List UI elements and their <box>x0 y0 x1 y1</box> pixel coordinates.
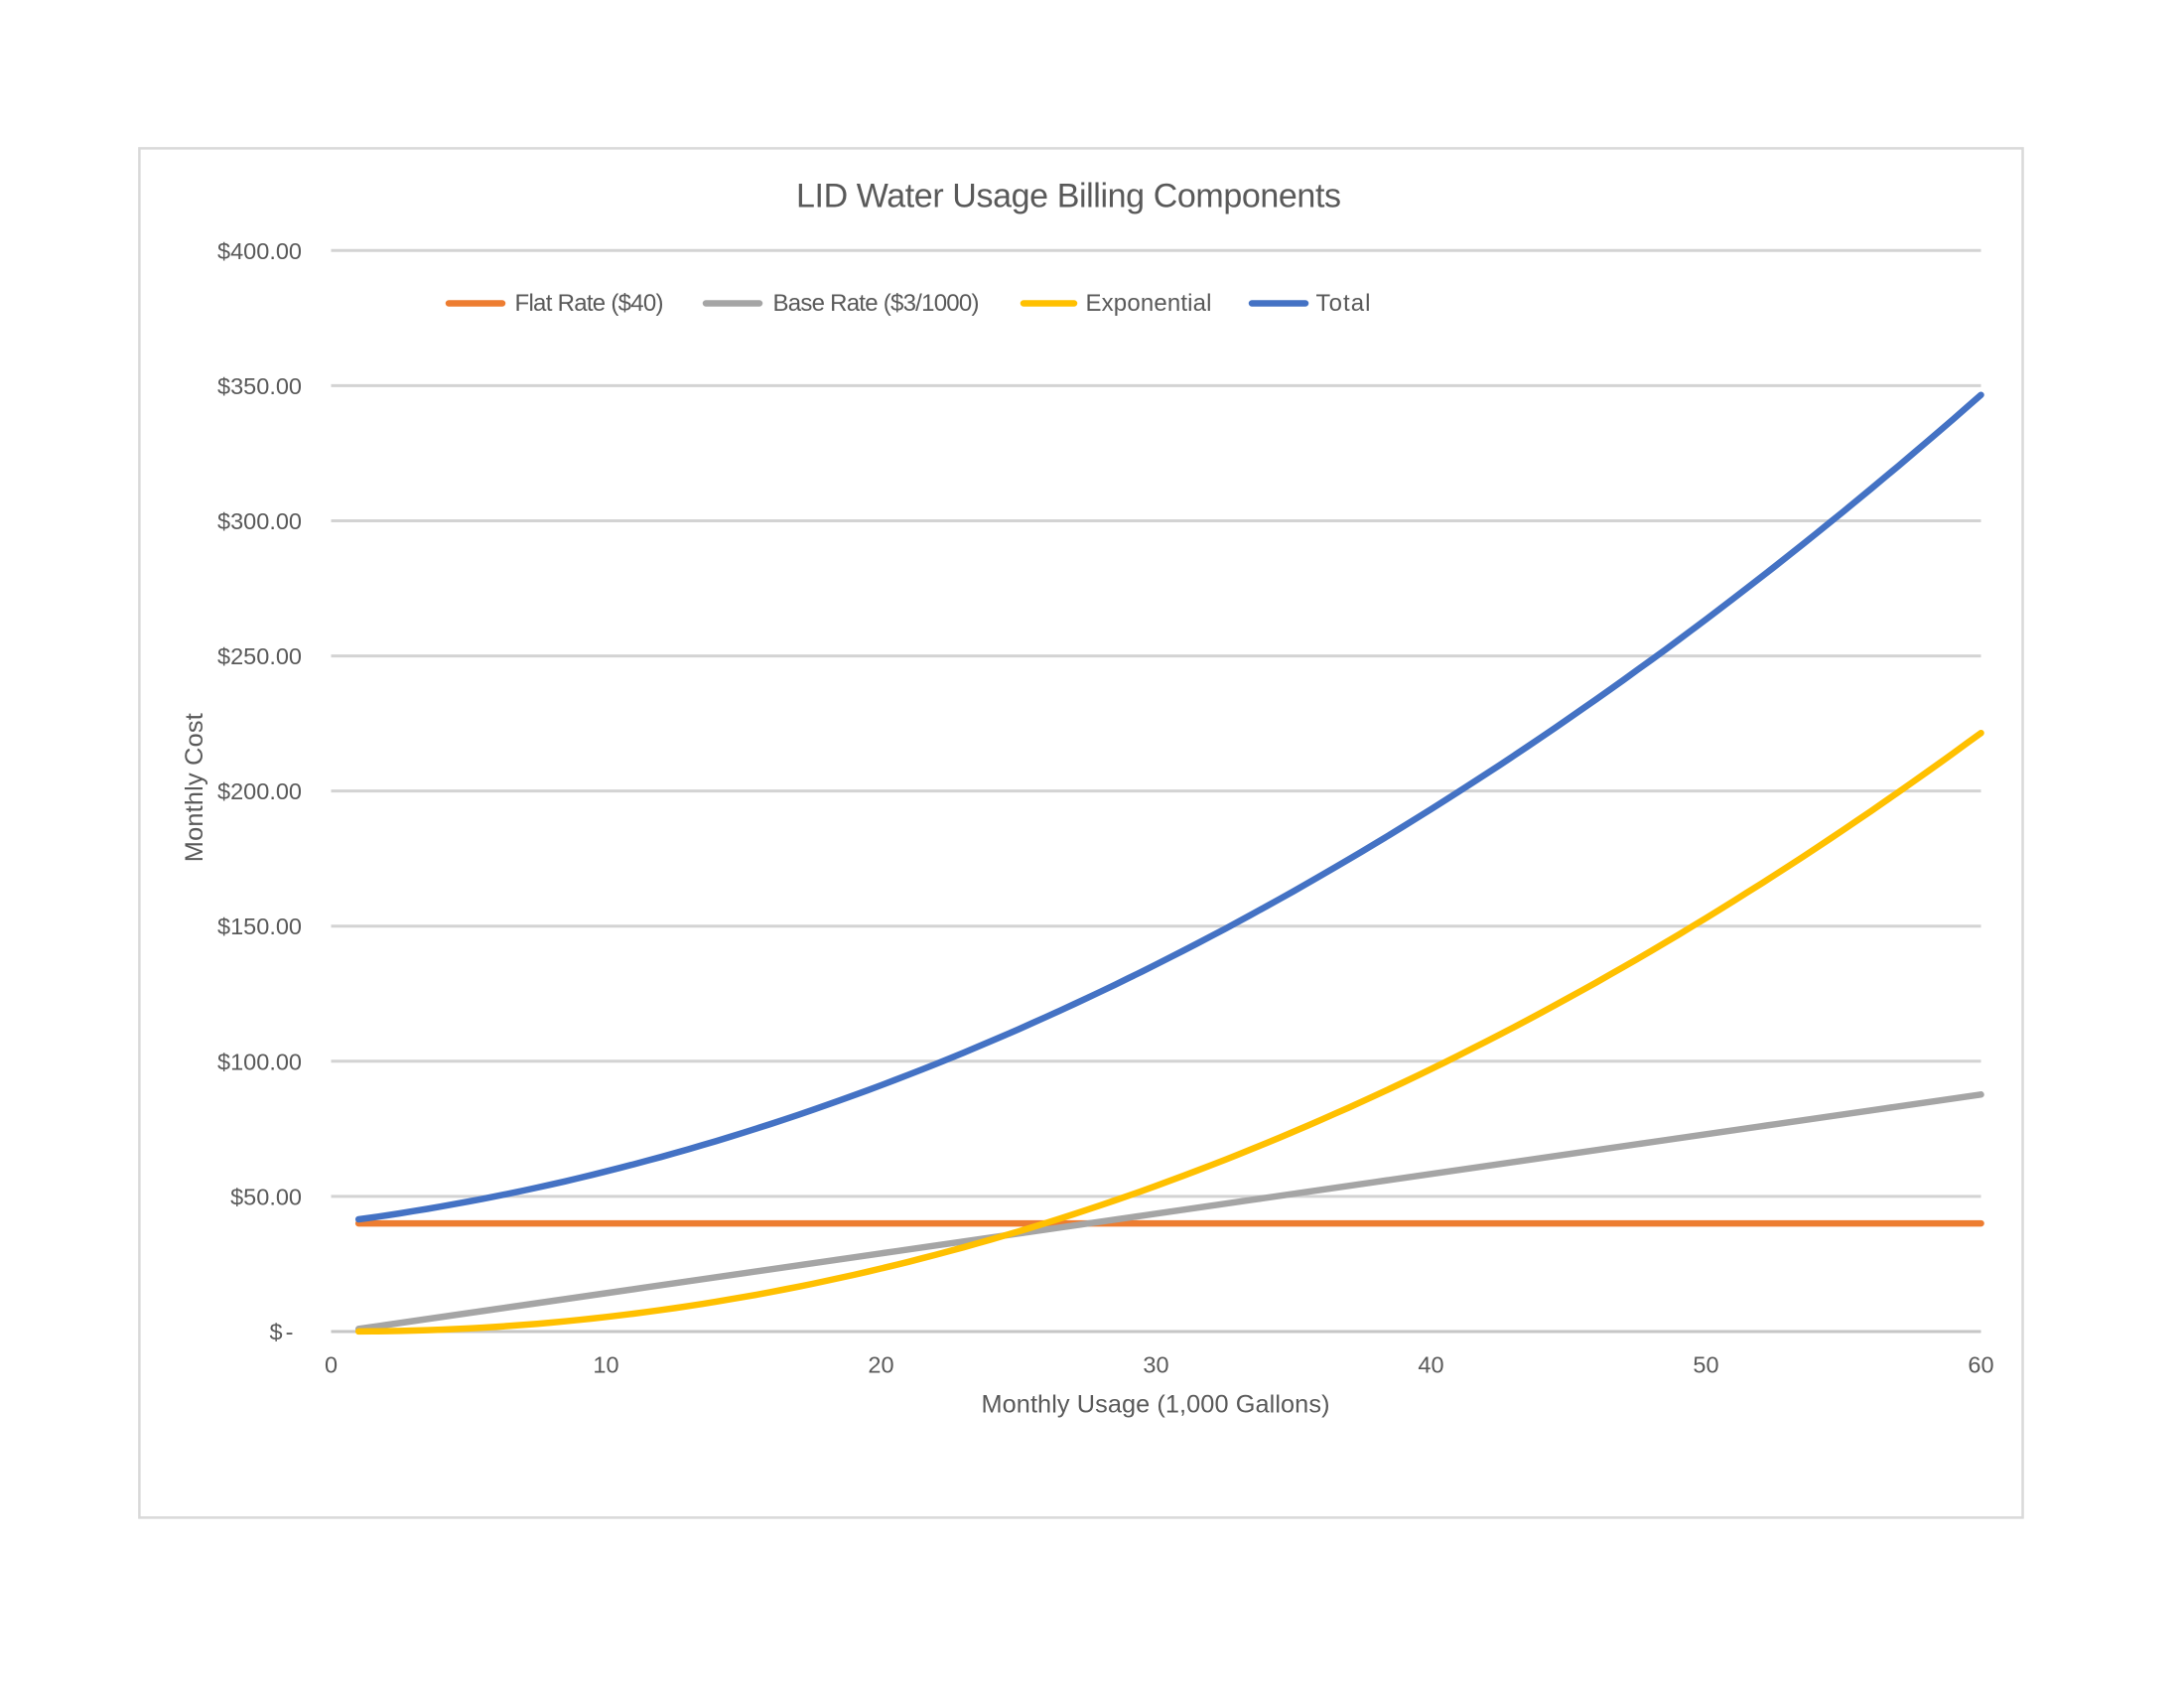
svg-text:$250.00: $250.00 <box>217 643 302 669</box>
svg-text:$150.00: $150.00 <box>217 914 302 939</box>
svg-text:Monthly Usage (1,000 Gallons): Monthly Usage (1,000 Gallons) <box>982 1391 1330 1419</box>
svg-text:$200.00: $200.00 <box>217 778 302 804</box>
svg-text:$50.00: $50.00 <box>230 1184 302 1209</box>
svg-text:Flat Rate ($40): Flat Rate ($40) <box>515 290 664 317</box>
svg-text:60: 60 <box>1968 1352 1993 1378</box>
svg-text:Monthly Cost: Monthly Cost <box>181 713 208 862</box>
svg-text:20: 20 <box>868 1352 893 1378</box>
svg-text:Exponential: Exponential <box>1086 290 1212 317</box>
svg-text:$400.00: $400.00 <box>217 238 302 264</box>
svg-text:$-: $- <box>270 1320 294 1345</box>
svg-text:Base Rate ($3/1000): Base Rate ($3/1000) <box>773 290 980 317</box>
svg-text:10: 10 <box>593 1352 618 1378</box>
svg-text:Total: Total <box>1316 290 1371 317</box>
svg-text:0: 0 <box>325 1352 338 1378</box>
svg-text:$350.00: $350.00 <box>217 373 302 399</box>
svg-text:40: 40 <box>1418 1352 1443 1378</box>
svg-text:LID Water Usage Billing Compon: LID Water Usage Billing Components <box>796 177 1341 214</box>
svg-text:50: 50 <box>1693 1352 1718 1378</box>
svg-text:30: 30 <box>1143 1352 1168 1378</box>
svg-text:$100.00: $100.00 <box>217 1049 302 1074</box>
svg-text:$300.00: $300.00 <box>217 508 302 534</box>
